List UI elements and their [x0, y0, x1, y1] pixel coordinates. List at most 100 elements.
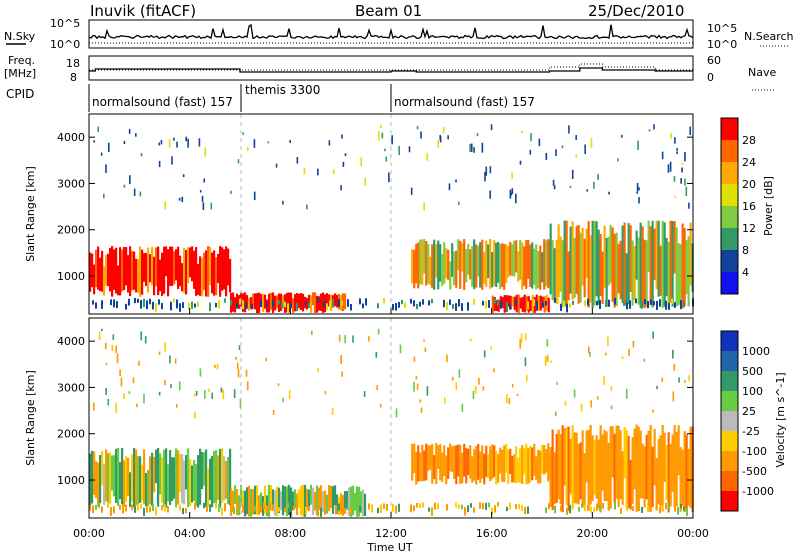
echo-cell — [469, 249, 472, 280]
echo-cell — [93, 402, 95, 411]
echo-cell — [408, 146, 411, 153]
echo-cell — [422, 502, 424, 508]
echo-cell — [213, 451, 216, 504]
echo-cell — [483, 251, 486, 284]
echo-cell — [553, 248, 556, 301]
echo-cell — [683, 506, 685, 511]
echo-cell — [179, 255, 182, 287]
echo-cell — [194, 411, 196, 419]
echo-cell — [584, 144, 586, 154]
echo-cell — [571, 169, 574, 179]
echo-cell — [643, 358, 646, 362]
echo-cell — [317, 487, 321, 510]
echo-cell — [566, 507, 568, 515]
echo-cell — [235, 356, 237, 360]
echo-cell — [461, 403, 464, 413]
echo-cell — [593, 220, 596, 306]
echo-cell — [333, 485, 337, 506]
echo-cell — [530, 133, 532, 142]
echo-cell — [419, 503, 421, 508]
echo-cell — [475, 244, 478, 288]
echo-cell — [667, 432, 670, 513]
echo-cell — [111, 455, 114, 491]
echo-cell — [494, 298, 496, 304]
freq-trace — [89, 63, 693, 73]
echo-cell — [503, 445, 506, 483]
echo-cell — [521, 445, 524, 485]
echo-cell — [410, 187, 413, 195]
echo-cell — [265, 495, 269, 516]
echo-cell — [578, 506, 580, 512]
echo-cell — [445, 455, 448, 485]
echo-cell — [251, 303, 253, 310]
echo-cell — [684, 151, 686, 162]
echo-cell — [680, 300, 682, 310]
echo-cell — [137, 298, 139, 303]
echo-cell — [652, 331, 655, 339]
echo-cell — [189, 247, 192, 278]
echo-cell — [105, 164, 107, 174]
echo-cell — [597, 174, 599, 180]
echo-cell — [509, 241, 512, 276]
echo-cell — [341, 300, 343, 306]
echo-cell — [341, 506, 343, 515]
echo-cell — [229, 448, 232, 506]
echo-cell — [149, 456, 152, 505]
echo-cell — [455, 250, 458, 288]
echo-cell — [473, 147, 475, 153]
echo-cell — [290, 302, 292, 309]
echo-cell — [169, 450, 172, 506]
echo-cell — [452, 303, 454, 309]
echo-cell — [689, 222, 692, 286]
echo-cell — [203, 252, 206, 291]
echo-cell — [182, 174, 185, 178]
echo-cell — [470, 503, 472, 508]
echo-cell — [170, 384, 172, 389]
x-tick-label: 12:00 — [375, 527, 407, 540]
colorbar-tick-label: 4 — [742, 266, 749, 279]
echo-cell — [171, 246, 174, 286]
echo-cell — [187, 247, 190, 284]
freq-panel: Freq. [MHz] 18 8 60 0 Nave — [4, 54, 776, 91]
echo-cell — [461, 303, 463, 311]
echo-cell — [238, 345, 241, 350]
echo-cell — [239, 298, 241, 305]
echo-cell — [350, 303, 352, 311]
echo-cell — [610, 405, 613, 410]
echo-cell — [327, 485, 331, 512]
echo-cell — [170, 301, 172, 311]
echo-cell — [488, 502, 490, 508]
echo-cell — [129, 175, 131, 185]
echo-cell — [672, 391, 675, 402]
echo-cell — [385, 156, 388, 162]
echo-cell — [128, 128, 131, 134]
cpid-segment-2: themis 3300 — [245, 83, 320, 97]
echo-cell — [659, 435, 662, 507]
echo-cell — [447, 249, 450, 280]
echo-cell — [467, 505, 469, 513]
echo-cell — [645, 240, 648, 307]
echo-cell — [467, 302, 469, 311]
echo-cell — [483, 350, 486, 358]
echo-cell — [637, 237, 640, 305]
x-tick-label: 00:00 — [73, 527, 105, 540]
echo-cell — [272, 300, 274, 307]
colorbar-swatch — [721, 431, 738, 452]
echo-cell — [521, 130, 523, 134]
echo-cell — [643, 239, 646, 309]
echo-cell — [253, 191, 256, 201]
echo-cell — [473, 298, 475, 305]
echo-cell — [527, 239, 530, 279]
echo-cell — [282, 397, 284, 403]
echo-cell — [647, 505, 649, 512]
echo-cell — [609, 224, 612, 284]
echo-cell — [621, 134, 623, 138]
echo-cell — [581, 430, 584, 507]
echo-cell — [473, 507, 475, 513]
echo-cell — [453, 251, 456, 286]
echo-cell — [167, 464, 170, 502]
echo-cell — [626, 503, 628, 511]
echo-cell — [501, 449, 504, 482]
echo-cell — [398, 301, 400, 308]
echo-cell — [541, 296, 544, 309]
